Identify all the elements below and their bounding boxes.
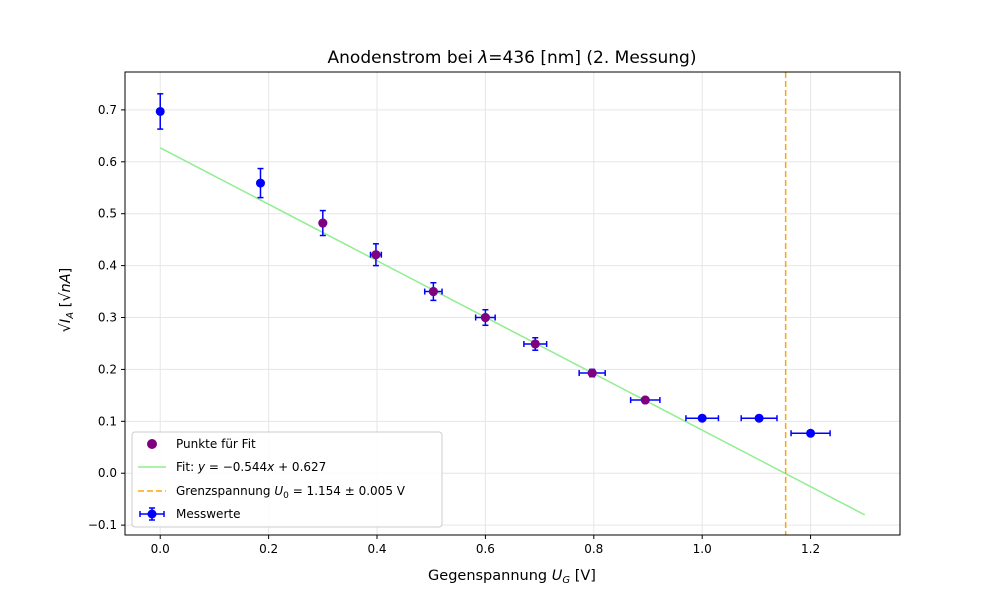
measured-point: [255, 167, 265, 199]
y-tick-label: 0.4: [98, 259, 117, 273]
y-tick-label: 0.5: [98, 207, 117, 221]
y-tick-label: 0.6: [98, 155, 117, 169]
legend-label-measured: Messwerte: [176, 507, 240, 521]
fit-point-marker: [640, 395, 650, 405]
y-axis-ticks: −0.1 0.0 0.1 0.2 0.3 0.4 0.5 0.6 0.7: [88, 103, 125, 532]
x-tick-label: 1.2: [801, 542, 820, 556]
legend-box: [131, 431, 443, 528]
fit-line-layer: [159, 147, 866, 516]
measured-point: [685, 413, 720, 423]
measured-marker: [697, 413, 707, 423]
fit-point-marker: [318, 218, 328, 228]
measured-point: [790, 428, 831, 438]
y-tick-label: 0.3: [98, 311, 117, 325]
y-tick-label: 0.1: [98, 414, 117, 428]
legend: Punkte für Fit Fit: y = −0.544x + 0.627 …: [131, 431, 443, 528]
fit-point-marker: [480, 313, 490, 323]
measured-marker: [155, 106, 165, 116]
measured-marker: [806, 428, 816, 438]
measured-marker: [255, 178, 265, 188]
x-tick-label: 0.8: [584, 542, 603, 556]
x-tick-label: 0.0: [151, 542, 170, 556]
x-axis-label: Gegenspannung UG [V]: [428, 568, 596, 586]
fit-point-marker: [428, 287, 438, 297]
x-axis-ticks: 0.0 0.2 0.4 0.6 0.8 1.0 1.2: [151, 535, 820, 556]
y-tick-label: −0.1: [88, 518, 117, 532]
fit-point-marker: [587, 368, 597, 378]
y-tick-label: 0.0: [98, 466, 117, 480]
measured-point: [740, 413, 778, 423]
measured-point: [155, 93, 165, 130]
x-tick-label: 0.6: [476, 542, 495, 556]
legend-label-fit-points: Punkte für Fit: [176, 437, 256, 451]
measured-marker: [754, 413, 764, 423]
fit-point-layer: [318, 218, 650, 405]
fit-point-marker: [371, 250, 381, 260]
fit-line: [159, 147, 866, 516]
legend-marker-measured: [139, 507, 165, 521]
x-tick-label: 0.4: [367, 542, 386, 556]
plot-frame: [124, 71, 901, 536]
chart-title: Anodenstrom bei λ=436 [nm] (2. Messung): [328, 48, 697, 68]
legend-label-limit-line: Grenzspannung U0 = 1.154 ± 0.005 V: [176, 484, 406, 501]
x-tick-label: 0.2: [259, 542, 278, 556]
legend-label-fit-line: Fit: y = −0.544x + 0.627: [176, 460, 326, 474]
y-tick-label: 0.2: [98, 362, 117, 376]
y-tick-label: 0.7: [98, 103, 117, 117]
legend-marker-fit-points: [147, 439, 157, 449]
x-tick-label: 1.0: [693, 542, 712, 556]
fit-point-marker: [530, 339, 540, 349]
y-axis-label: √IA [√nA]: [58, 268, 76, 333]
